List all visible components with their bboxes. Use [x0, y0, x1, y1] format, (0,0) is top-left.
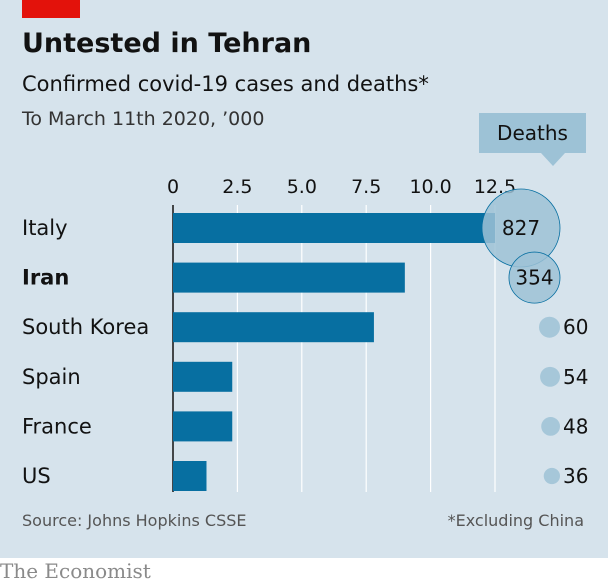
bar — [173, 461, 207, 491]
x-tick-label: 5.0 — [287, 176, 317, 198]
bar — [173, 411, 233, 442]
x-tick-label: 0 — [167, 176, 179, 198]
category-label: Spain — [22, 365, 81, 389]
chart-unit-note: To March 11th 2020, ’000 — [22, 108, 265, 130]
death-bubble — [508, 251, 561, 304]
category-label: France — [22, 414, 92, 438]
death-value-label: 354 — [515, 266, 553, 290]
category-label: Italy — [22, 216, 68, 240]
death-value-label: 827 — [502, 216, 540, 240]
x-tick-label: 7.5 — [351, 176, 381, 198]
chart-title: Untested in Tehran — [22, 28, 312, 59]
death-value-label: 48 — [563, 414, 588, 438]
death-bubble — [540, 366, 561, 387]
bar — [173, 361, 233, 392]
bar — [173, 213, 495, 243]
callout-pointer — [541, 153, 565, 166]
death-value-label: 36 — [563, 464, 588, 488]
source-note: Source: Johns Hopkins CSSE — [22, 511, 247, 530]
death-value-label: 60 — [563, 315, 588, 339]
category-label: US — [22, 464, 51, 488]
death-bubble — [541, 417, 561, 436]
death-value-label: 54 — [563, 365, 588, 389]
bar — [173, 312, 374, 343]
chart-subtitle: Confirmed covid-19 cases and deaths* — [22, 72, 429, 96]
death-bubble — [543, 467, 560, 485]
bar — [173, 262, 405, 293]
footnote: *Excluding China — [447, 511, 584, 530]
red-tag — [22, 0, 80, 18]
death-bubble — [538, 316, 560, 338]
category-label: South Korea — [22, 315, 149, 339]
x-tick-label: 10.0 — [409, 176, 451, 198]
category-label: Iran — [22, 266, 69, 290]
brand-name: The Economist — [0, 559, 151, 583]
x-tick-label: 2.5 — [222, 176, 252, 198]
deaths-callout: Deaths — [479, 113, 586, 153]
